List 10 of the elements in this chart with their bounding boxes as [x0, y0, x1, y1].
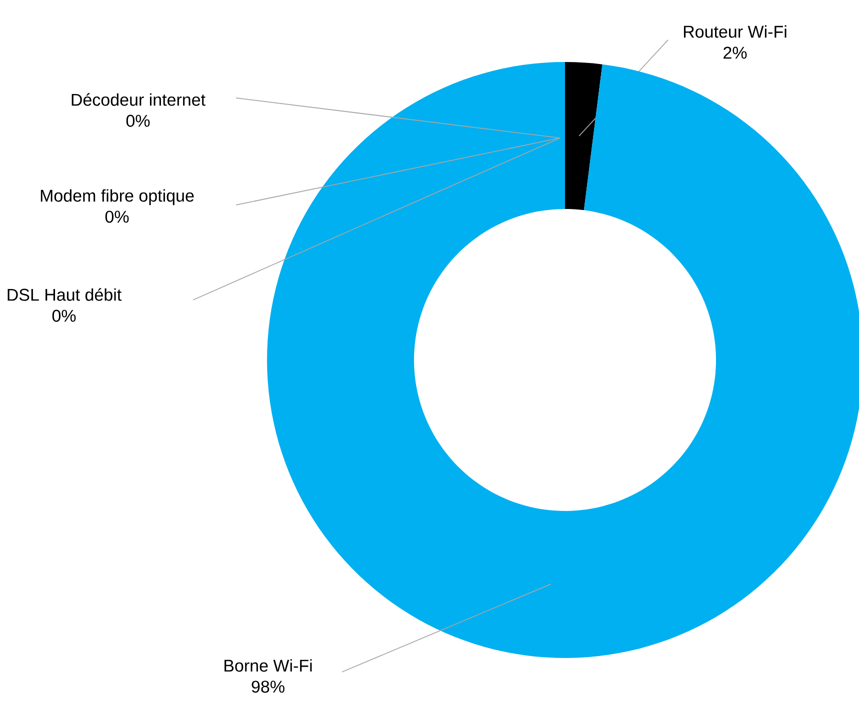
text: 0%: [105, 210, 129, 223]
text: 0%: [126, 114, 150, 127]
category-label: Modem fibre optique: [40, 189, 194, 206]
text: 0%: [52, 310, 76, 322]
category-label: Décodeur internet: [72, 93, 206, 106]
data-label: 2%: [724, 46, 747, 59]
slice-label: Borne Wi-Fi: [224, 659, 312, 672]
slice-label: Routeur Wi-Fi: [684, 25, 786, 38]
data-label: 98%: [252, 680, 284, 693]
category-label: DSL Haut débit: [8, 288, 122, 301]
